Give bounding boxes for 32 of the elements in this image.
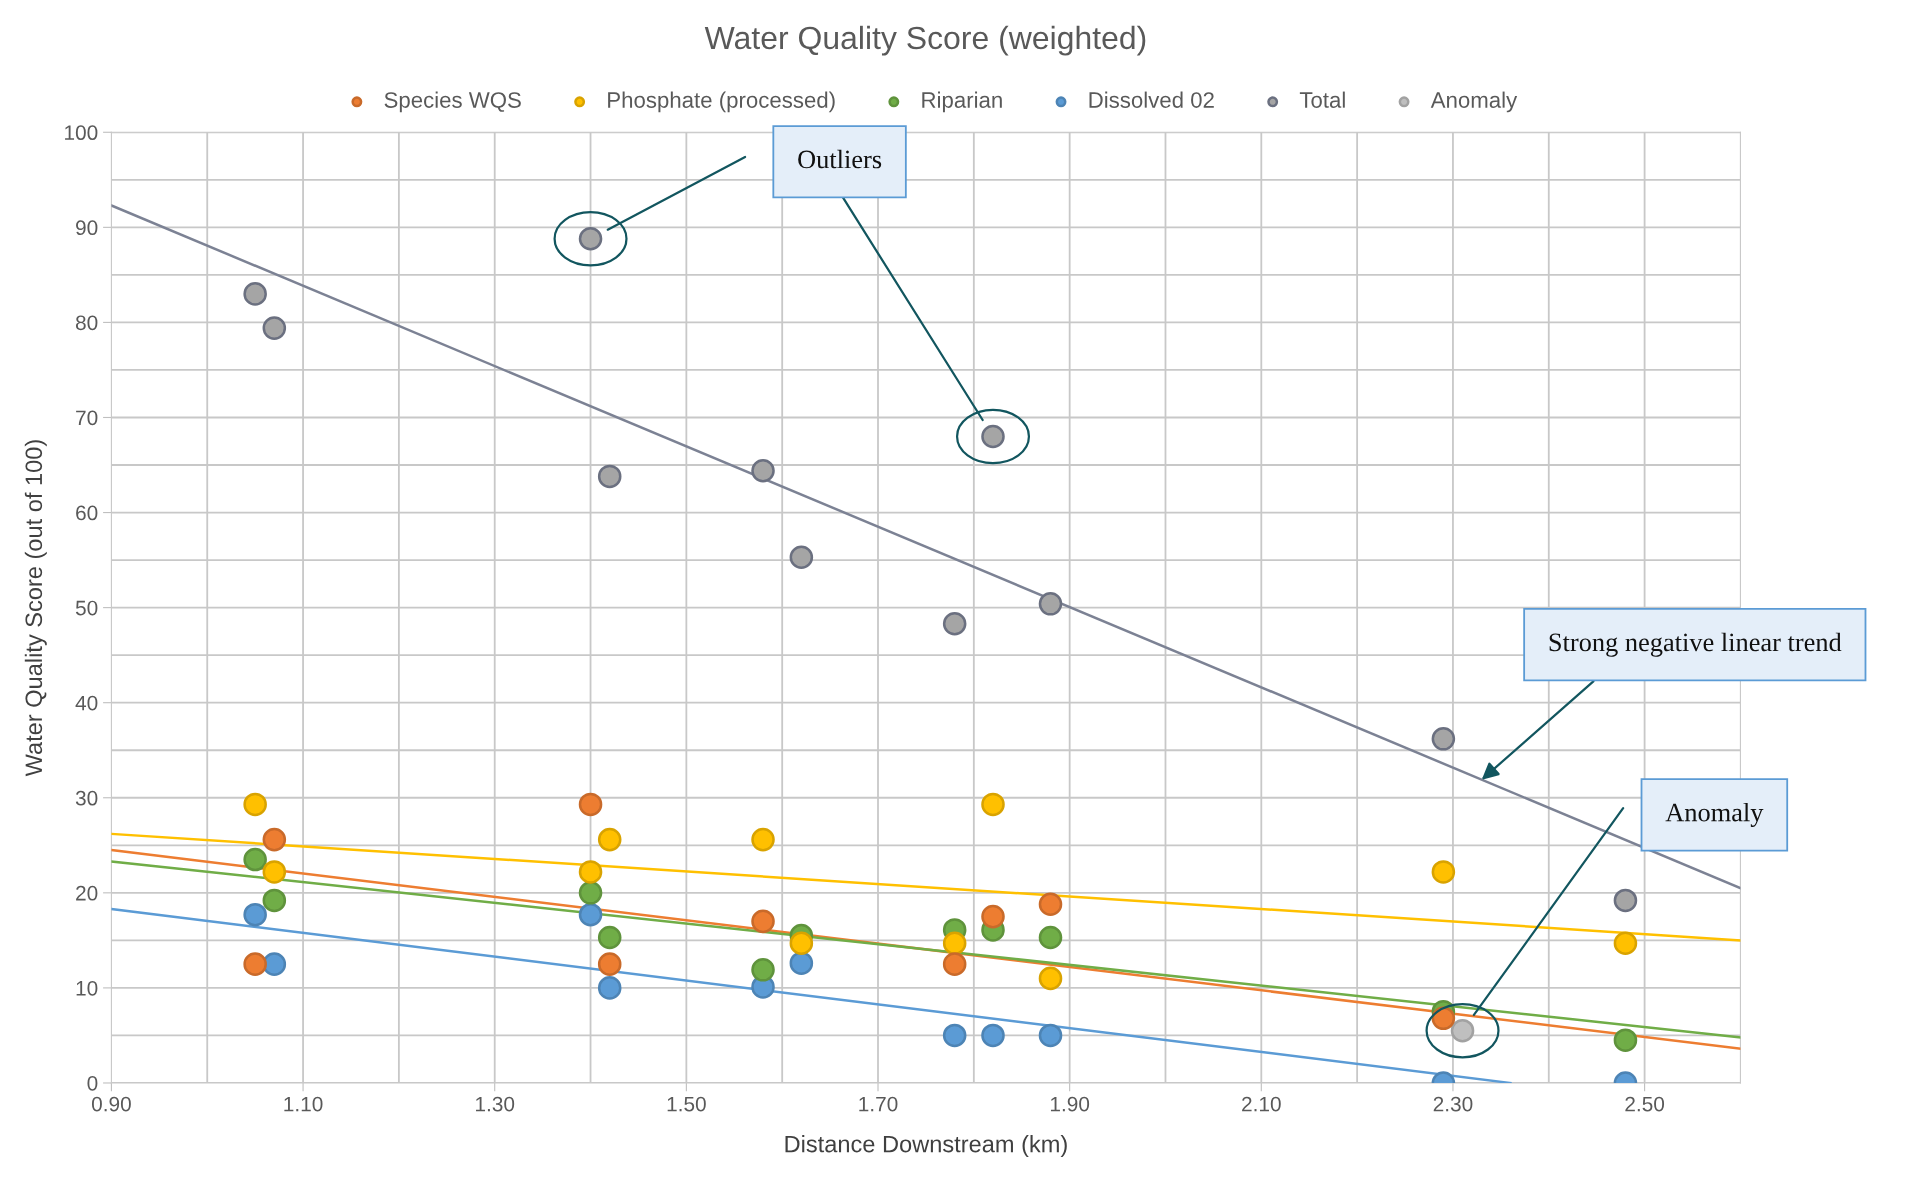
- y-tick-label: 60: [76, 505, 98, 521]
- y-tick-label: 20: [76, 885, 98, 901]
- x-tick-label: 2.10: [1242, 1096, 1281, 1112]
- annotation: Anomaly: [1665, 802, 1764, 827]
- x-tick-label: 1.10: [284, 1096, 323, 1112]
- legend-label: Dissolved 02: [1089, 91, 1214, 108]
- chart-title: Water Quality Score (weighted): [704, 25, 1146, 56]
- x-tick-label: 2.50: [1625, 1096, 1665, 1112]
- x-axis-title: Distance Downstream (km): [785, 1135, 1067, 1158]
- y-tick-label: 0: [87, 1075, 98, 1091]
- annotation: Outliers: [798, 149, 882, 169]
- y-tick-label: 10: [76, 980, 98, 996]
- y-tick-label: 90: [76, 220, 98, 236]
- x-tick-label: 1.90: [1050, 1096, 1090, 1112]
- x-tick-label: 1.50: [667, 1096, 706, 1112]
- legend-label: Riparian: [922, 91, 1002, 113]
- x-tick-label: 0.90: [91, 1096, 131, 1112]
- legend-label: Anomaly: [1430, 91, 1518, 113]
- legend-label: Phosphate (processed): [608, 91, 835, 113]
- legend-label: Species WQS: [384, 91, 521, 113]
- x-tick-label: 1.30: [476, 1096, 515, 1112]
- y-tick-label: 70: [76, 410, 98, 426]
- x-tick-label: 2.30: [1433, 1096, 1473, 1112]
- y-tick-label: 80: [75, 315, 98, 331]
- x-tick-label: 1.70: [859, 1096, 898, 1112]
- legend-label: Total: [1299, 91, 1345, 108]
- y-tick-label: 50: [75, 600, 98, 616]
- y-tick-label: 30: [75, 790, 98, 806]
- annotation: Strong negative linear trend: [1549, 632, 1842, 657]
- y-axis-title: Water Quality Score (out of 100): [24, 440, 47, 777]
- y-tick-label: 100: [65, 125, 98, 141]
- y-tick-label: 40: [75, 695, 98, 711]
